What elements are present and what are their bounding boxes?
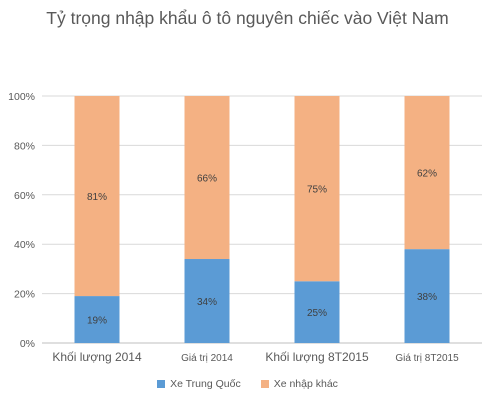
x-tick-label: Khối lượng 2014 <box>52 350 142 364</box>
chart-title: Tỷ trọng nhập khẩu ô tô nguyên chiếc vào… <box>46 8 449 28</box>
data-label: 25% <box>307 308 327 319</box>
legend-label-xe-trung-quoc: Xe Trung Quốc <box>170 378 241 390</box>
y-tick-label: 40% <box>14 239 35 251</box>
x-tick-label: Giá trị 8T2015 <box>395 353 459 364</box>
bar-xe-nhap-khac <box>184 96 230 260</box>
bar-xe-trung-quoc <box>74 296 120 343</box>
legend-swatch-xe-trung-quoc <box>157 380 166 388</box>
data-label: 62% <box>417 169 437 180</box>
y-tick-label: 100% <box>8 91 35 103</box>
x-tick-label: Khối lượng 8T2015 <box>265 350 369 364</box>
data-label: 34% <box>197 297 217 308</box>
bar-xe-nhap-khac <box>294 96 340 282</box>
data-label: 66% <box>197 174 217 185</box>
legend-swatch-xe-nhap-khac <box>260 380 269 388</box>
y-tick-label: 0% <box>20 338 35 350</box>
data-label: 38% <box>417 292 437 303</box>
bar-xe-nhap-khac <box>74 96 120 297</box>
bar-xe-trung-quoc <box>184 259 230 343</box>
legend-label-xe-nhap-khac: Xe nhập khác <box>273 378 338 390</box>
data-label: 75% <box>307 185 327 196</box>
legend-item-xe-nhap-khac: Xe nhập khác <box>260 378 338 390</box>
legend-item-xe-trung-quoc: Xe Trung Quốc <box>157 378 241 390</box>
y-tick-label: 20% <box>14 289 35 301</box>
data-label: 81% <box>87 192 107 203</box>
bar-xe-trung-quoc <box>294 281 340 343</box>
bar-xe-nhap-khac <box>404 96 450 250</box>
y-tick-label: 60% <box>14 190 35 202</box>
y-tick-label: 80% <box>14 140 35 152</box>
data-label: 19% <box>87 316 107 327</box>
x-tick-label: Giá trị 2014 <box>181 353 233 364</box>
bar-xe-trung-quoc <box>404 249 450 343</box>
chart-legend: Xe Trung Quốc Xe nhập khác <box>0 378 495 390</box>
